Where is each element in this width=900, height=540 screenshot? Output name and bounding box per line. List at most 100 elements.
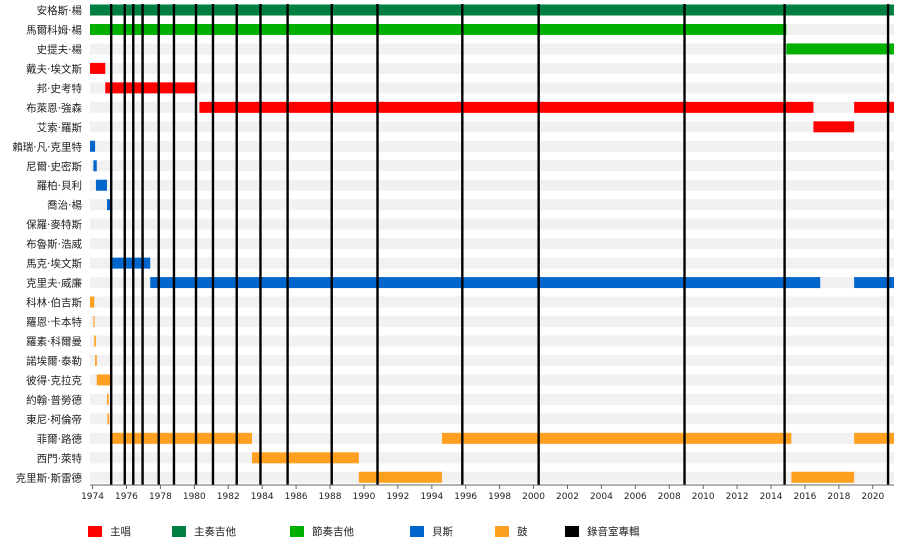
legend-item-vocals: 主唱 <box>88 522 131 540</box>
row-stripe <box>90 393 894 405</box>
row-stripe <box>90 179 894 191</box>
membership-bar <box>786 43 894 55</box>
member-label: 布魯斯·浩威 <box>26 238 82 251</box>
x-tick-label: 1998 <box>488 492 511 502</box>
membership-bar <box>199 101 814 113</box>
row-stripe <box>90 43 894 55</box>
x-tick-label: 2000 <box>522 492 545 502</box>
membership-bar <box>94 335 96 347</box>
member-labels: 安格斯·楊馬爾科姆·楊史提夫·楊戴夫·埃文斯邦·史考特布萊恩·強森艾索·羅斯賴瑞… <box>12 4 82 484</box>
legend-label: 主唱 <box>110 525 131 538</box>
row-stripe <box>90 296 894 308</box>
x-tick-label: 1980 <box>183 492 206 502</box>
x-tick-label: 1978 <box>149 492 172 502</box>
row-stripe <box>90 316 894 328</box>
row-stripe <box>90 354 894 366</box>
x-tick-label: 1984 <box>251 492 274 502</box>
x-tick-label: 2002 <box>556 492 579 502</box>
legend-label: 主奏吉他 <box>194 525 236 538</box>
membership-bar <box>90 4 894 16</box>
x-axis: 1974 1976 1978 1980 1982 1984 1986 1988 1990 1992… <box>81 484 894 502</box>
legend-label: 鼓 <box>517 525 528 538</box>
member-label: 克里斯·斯雷德 <box>16 471 83 484</box>
legend-item-drums: 鼓 <box>495 522 528 540</box>
x-tick-label: 2012 <box>726 492 749 502</box>
member-label: 彼得·克拉克 <box>26 374 82 387</box>
member-label: 保羅·麥特斯 <box>26 218 82 231</box>
member-label: 羅素·科爾曼 <box>26 335 82 348</box>
legend-label: 錄音室專輯 <box>587 525 640 538</box>
row-stripe <box>90 452 894 464</box>
row-stripe <box>90 121 894 133</box>
membership-bar <box>93 316 95 328</box>
membership-bar <box>441 432 792 444</box>
membership-bar <box>90 140 96 152</box>
legend-label: 節奏吉他 <box>312 525 354 538</box>
x-tick-label: 1992 <box>386 492 409 502</box>
member-label: 喬治·楊 <box>47 199 82 212</box>
x-tick-label: 1976 <box>115 492 138 502</box>
member-label: 馬爾科姆·楊 <box>26 23 82 36</box>
membership-bar <box>106 199 111 211</box>
row-stripe <box>90 160 894 172</box>
member-label: 羅柏·貝利 <box>37 179 82 192</box>
member-label: 布萊恩·強森 <box>26 101 82 114</box>
membership-bar <box>110 257 151 269</box>
legend-swatch <box>495 525 509 537</box>
member-label: 馬克·埃文斯 <box>26 257 82 270</box>
member-label: 科林·伯吉斯 <box>26 296 82 309</box>
x-tick-label: 2008 <box>658 492 681 502</box>
row-stripes <box>90 4 894 483</box>
membership-bar <box>96 374 111 386</box>
x-tick-label: 2020 <box>861 492 884 502</box>
legend-label: 貝斯 <box>432 525 453 538</box>
legend-swatch <box>290 525 304 537</box>
member-label: 菲爾·路德 <box>37 432 83 445</box>
member-label: 賴瑞·凡·克里特 <box>12 140 82 153</box>
legend-swatch <box>410 525 424 537</box>
membership-bar <box>854 432 894 444</box>
x-tick-label: 1988 <box>319 492 342 502</box>
row-stripe <box>90 238 894 250</box>
membership-bar <box>90 23 787 35</box>
x-tick-label: 2016 <box>793 492 816 502</box>
membership-bar <box>791 471 855 483</box>
x-tick-label: 2006 <box>624 492 647 502</box>
x-tick-label: 1974 <box>81 492 104 502</box>
legend-item-album: 錄音室專輯 <box>565 522 640 540</box>
member-label: 約翰·普勞德 <box>26 393 82 406</box>
membership-bar <box>90 296 95 308</box>
member-label: 東尼·柯倫帝 <box>26 413 82 426</box>
member-label: 克里夫·威廉 <box>26 277 82 290</box>
x-tick-label: 2010 <box>692 492 715 502</box>
membership-bar <box>150 277 821 289</box>
member-label: 尼爾·史密斯 <box>26 160 82 173</box>
membership-bar <box>813 121 855 133</box>
membership-bar <box>90 62 106 74</box>
row-stripe <box>90 140 894 152</box>
member-label: 史提夫·楊 <box>37 43 83 56</box>
legend-item-lead-guitar: 主奏吉他 <box>172 522 236 540</box>
row-stripe <box>90 199 894 211</box>
row-stripe <box>90 257 894 269</box>
row-stripe <box>90 62 894 74</box>
member-label: 安格斯·楊 <box>37 4 83 17</box>
x-tick-label: 1996 <box>454 492 477 502</box>
membership-bar <box>358 471 442 483</box>
membership-bar <box>251 452 359 464</box>
row-stripe <box>90 374 894 386</box>
x-tick-label: 1982 <box>217 492 240 502</box>
member-label: 西門·萊特 <box>37 453 83 465</box>
album-lines <box>110 4 890 485</box>
legend: 主唱 主奏吉他 節奏吉他 貝斯 鼓 錄音室專輯 <box>0 522 900 540</box>
legend-swatch <box>88 525 102 537</box>
membership-bar <box>110 432 252 444</box>
row-stripe <box>90 471 894 483</box>
x-tick-label: 2004 <box>590 492 613 502</box>
membership-bar <box>106 393 109 405</box>
membership-bar <box>854 277 894 289</box>
row-stripe <box>90 218 894 230</box>
row-stripe <box>90 413 894 425</box>
membership-bar <box>107 413 110 425</box>
membership-bar <box>854 101 894 113</box>
